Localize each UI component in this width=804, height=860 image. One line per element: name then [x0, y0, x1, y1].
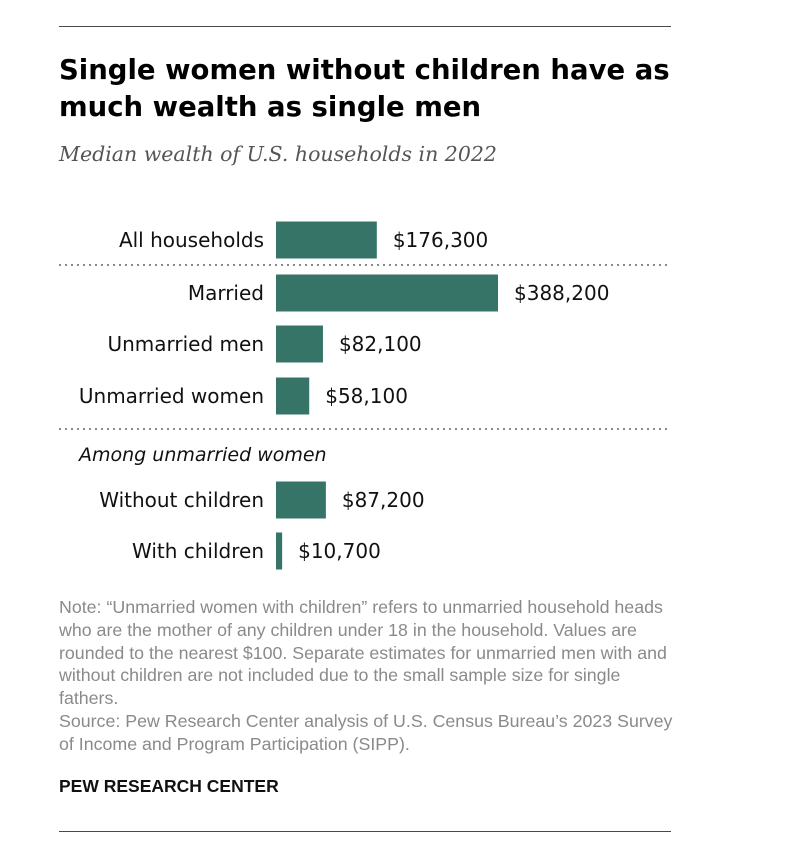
note-text: Note: “Unmarried women with children” re…: [59, 597, 667, 709]
category-label-married: Married: [188, 281, 264, 305]
top-rule: [59, 26, 671, 27]
value-label-unmarried-women: $58,100: [325, 384, 408, 408]
bar-without-children: [276, 481, 326, 519]
bottom-rule: [59, 831, 671, 832]
bar-married: [276, 274, 498, 312]
value-label-married: $388,200: [514, 281, 609, 305]
bars-group: All households $176,300 Married $388,200 Unm…: [79, 221, 609, 570]
bar-unmarried-men: [276, 325, 323, 363]
chart-note: Note: “Unmarried women with children” re…: [59, 596, 679, 756]
bar-unmarried-women: [276, 377, 310, 415]
bar-with-children: [276, 532, 283, 570]
bar-all-households: [276, 221, 377, 259]
chart-subtitle: Median wealth of U.S. households in 2022: [59, 142, 497, 166]
brand-logo-text: PEW RESEARCH CENTER: [59, 776, 279, 796]
category-label-without-children: Without children: [99, 488, 264, 512]
category-label-all-households: All households: [119, 228, 264, 252]
chart-title: Single women without children have as mu…: [59, 54, 670, 123]
category-label-with-children: With children: [132, 539, 264, 563]
value-label-unmarried-men: $82,100: [339, 332, 422, 356]
group-heading: Among unmarried women: [77, 444, 327, 466]
source-text: Source: Pew Research Center analysis of …: [59, 710, 673, 754]
value-label-without-children: $87,200: [342, 488, 425, 512]
value-label-with-children: $10,700: [298, 539, 381, 563]
bar-chart: Among unmarried women All households $176…: [59, 221, 671, 570]
value-label-all-households: $176,300: [393, 228, 488, 252]
category-label-unmarried-men: Unmarried men: [107, 332, 264, 356]
category-label-unmarried-women: Unmarried women: [79, 384, 264, 408]
